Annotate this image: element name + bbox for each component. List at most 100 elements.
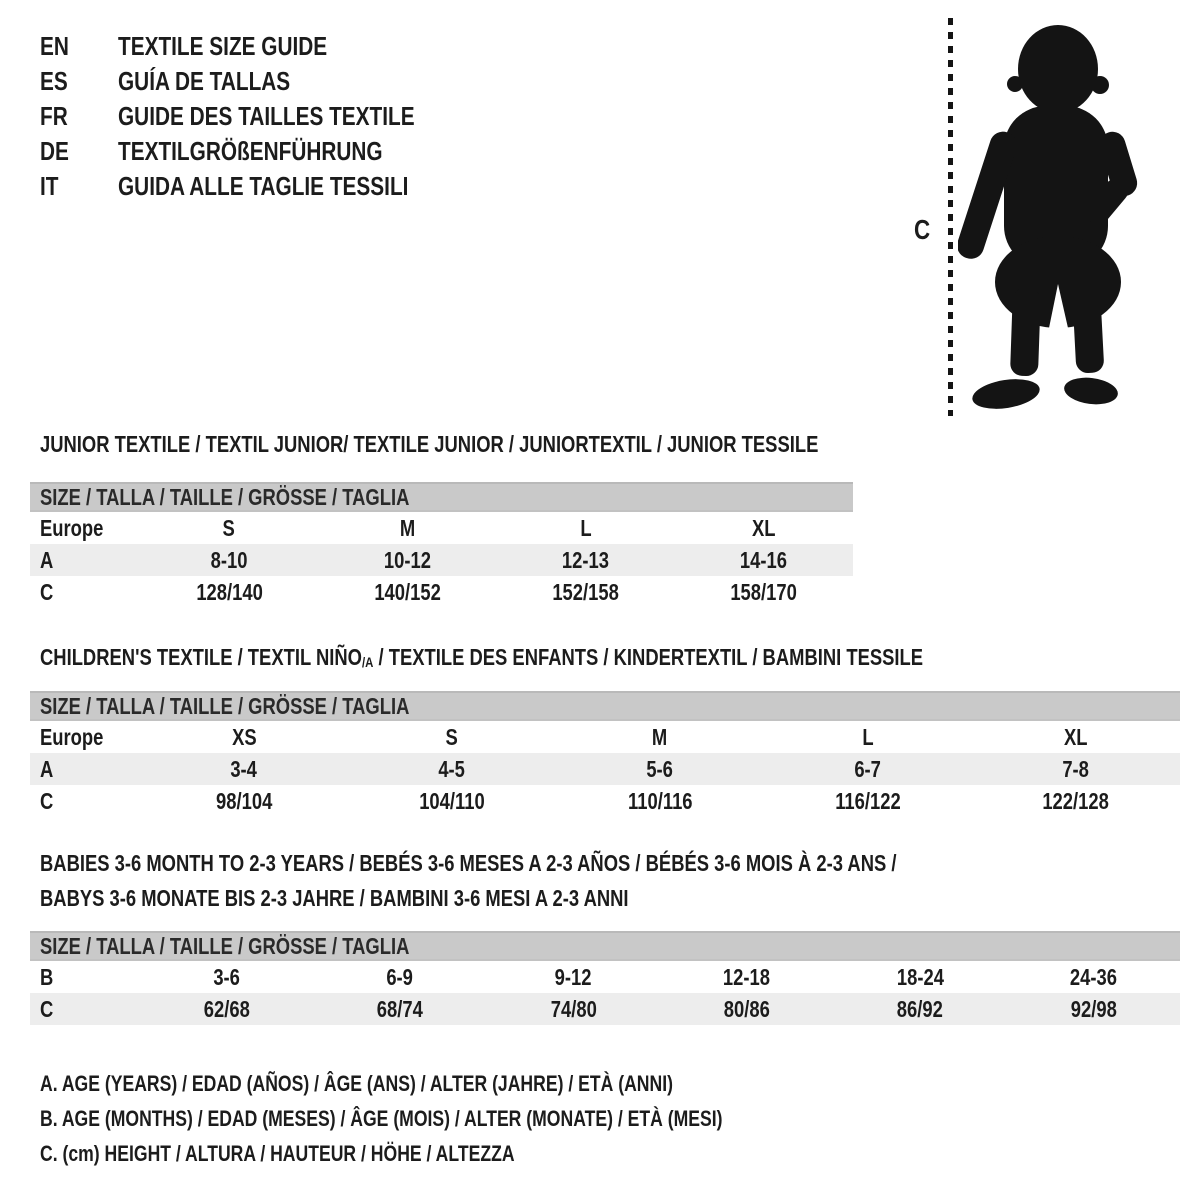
row-label: C <box>40 995 54 1022</box>
size-header-text: SIZE / TALLA / TAILLE / GRÖSSE / TAGLIA <box>40 932 410 959</box>
age-cell: 6-9 <box>313 964 486 991</box>
size-cell: M <box>318 515 496 542</box>
row-label-cell: C <box>30 996 140 1023</box>
age-cell: 24-36 <box>1007 964 1180 991</box>
height-cell: 128/140 <box>140 579 318 606</box>
children-size-table: SIZE / TALLA / TAILLE / GRÖSSE / TAGLIA … <box>30 691 1180 817</box>
age-value: 9-12 <box>554 963 592 990</box>
height-value: 110/116 <box>627 787 693 814</box>
language-row: FR GUIDE DES TAILLES TEXTILE <box>40 99 489 134</box>
age-cell: 5-6 <box>556 756 764 783</box>
age-value: 10-12 <box>383 546 431 573</box>
height-value: 92/98 <box>1070 995 1117 1022</box>
age-cell: 12-13 <box>497 547 675 574</box>
age-value: 12-13 <box>562 546 610 573</box>
age-value: 4-5 <box>438 755 466 782</box>
language-title-cell: TEXTILE SIZE GUIDE <box>118 29 379 64</box>
age-value: 24-36 <box>1069 963 1117 990</box>
height-value: 116/122 <box>835 787 901 814</box>
size-header-bar: SIZE / TALLA / TAILLE / GRÖSSE / TAGLIA <box>30 931 1180 961</box>
language-code-cell: FR <box>40 99 118 134</box>
measurement-legend: A. AGE (YEARS) / EDAD (AÑOS) / ÂGE (ANS)… <box>40 1066 893 1171</box>
heading-part: CHILDREN'S TEXTILE / TEXTIL NIÑO <box>40 644 362 670</box>
height-cell: 104/110 <box>348 788 556 815</box>
table-row-europe: Europe XS S M L XL <box>30 721 1180 753</box>
size-cell: S <box>348 724 556 751</box>
section-heading-children: CHILDREN'S TEXTILE / TEXTIL NIÑO/A / TEX… <box>40 643 1144 675</box>
height-cell: 152/158 <box>497 579 675 606</box>
row-label: B <box>40 963 54 990</box>
language-code-cell: EN <box>40 29 118 64</box>
height-cell: 122/128 <box>972 788 1180 815</box>
height-value: 158/170 <box>730 578 798 605</box>
size-cell: XS <box>140 724 348 751</box>
age-value: 18-24 <box>896 963 944 990</box>
language-title-cell: TEXTILGRÖßENFÜHRUNG <box>118 134 449 169</box>
legend-line-b: B. AGE (MONTHS) / EDAD (MESES) / ÂGE (MO… <box>40 1106 723 1131</box>
language-row: ES GUÍA DE TALLAS <box>40 64 489 99</box>
legend-line-c-wrap: C. (cm) HEIGHT / ALTURA / HAUTEUR / HÖHE… <box>40 1136 893 1171</box>
language-title: GUIDE DES TAILLES TEXTILE <box>118 101 415 131</box>
age-cell: 12-18 <box>660 964 833 991</box>
heading-subscript: /A <box>361 655 374 671</box>
language-title: TEXTILGRÖßENFÜHRUNG <box>118 136 383 166</box>
size-value: M <box>399 514 416 541</box>
table-row-c: C 128/140 140/152 152/158 158/170 <box>30 576 853 608</box>
size-cell: S <box>140 515 318 542</box>
size-value: S <box>445 723 459 750</box>
language-code: FR <box>40 101 68 131</box>
age-cell: 4-5 <box>348 756 556 783</box>
height-cell: 98/104 <box>140 788 348 815</box>
age-value: 7-8 <box>1062 755 1090 782</box>
row-label-cell: A <box>30 756 140 783</box>
height-cell: 68/74 <box>313 996 486 1023</box>
table-row-europe: Europe S M L XL <box>30 512 853 544</box>
language-row: IT GUIDA ALLE TAGLIE TESSILI <box>40 169 489 204</box>
language-code: ES <box>40 66 68 96</box>
height-value: 62/68 <box>203 995 250 1022</box>
section-heading-line: BABYS 3-6 MONATE BIS 2-3 JAHRE / BAMBINI… <box>40 885 629 911</box>
size-cell: L <box>764 724 972 751</box>
toddler-silhouette <box>958 25 1138 409</box>
age-cell: 18-24 <box>833 964 1006 991</box>
height-cell: 92/98 <box>1007 996 1180 1023</box>
row-label-cell: B <box>30 964 140 991</box>
row-label-cell: Europe <box>30 724 140 751</box>
size-header-bar: SIZE / TALLA / TAILLE / GRÖSSE / TAGLIA <box>30 482 853 512</box>
table-row-a: A 8-10 10-12 12-13 14-16 <box>30 544 853 576</box>
age-value: 3-6 <box>213 963 240 990</box>
table-row-b: B 3-6 6-9 9-12 12-18 18-24 24-36 <box>30 961 1180 993</box>
row-label: C <box>40 787 54 814</box>
language-code: DE <box>40 136 69 166</box>
row-label-cell: A <box>30 547 140 574</box>
size-value: S <box>222 514 236 541</box>
height-value: 74/80 <box>550 995 597 1022</box>
size-value: XS <box>231 723 257 750</box>
legend-line-a-wrap: A. AGE (YEARS) / EDAD (AÑOS) / ÂGE (ANS)… <box>40 1066 893 1101</box>
babies-size-table: SIZE / TALLA / TAILLE / GRÖSSE / TAGLIA … <box>30 931 1180 1025</box>
height-cell: 110/116 <box>556 788 764 815</box>
height-cell: 86/92 <box>833 996 1006 1023</box>
section-heading-text: CHILDREN'S TEXTILE / TEXTIL NIÑO/A / TEX… <box>40 643 923 675</box>
height-value: 68/74 <box>376 995 424 1022</box>
measure-letter: C <box>914 214 931 245</box>
size-value: M <box>652 723 668 750</box>
height-cell: 80/86 <box>660 996 833 1023</box>
size-value: L <box>580 514 592 541</box>
size-cell: L <box>497 515 675 542</box>
section-heading-babies: BABIES 3-6 MONTH TO 2-3 YEARS / BEBÉS 3-… <box>40 846 1111 916</box>
height-cell: 74/80 <box>487 996 660 1023</box>
height-value: 98/104 <box>215 787 273 814</box>
age-value: 14-16 <box>740 546 788 573</box>
language-title: TEXTILE SIZE GUIDE <box>118 31 328 61</box>
height-value: 128/140 <box>195 578 263 605</box>
language-code-cell: DE <box>40 134 118 169</box>
height-cell: 116/122 <box>764 788 972 815</box>
size-cell: M <box>556 724 764 751</box>
language-title-cell: GUÍA DE TALLAS <box>118 64 333 99</box>
age-cell: 6-7 <box>764 756 972 783</box>
language-code: EN <box>40 31 69 61</box>
height-value: 104/110 <box>419 787 485 814</box>
age-cell: 3-6 <box>140 964 313 991</box>
